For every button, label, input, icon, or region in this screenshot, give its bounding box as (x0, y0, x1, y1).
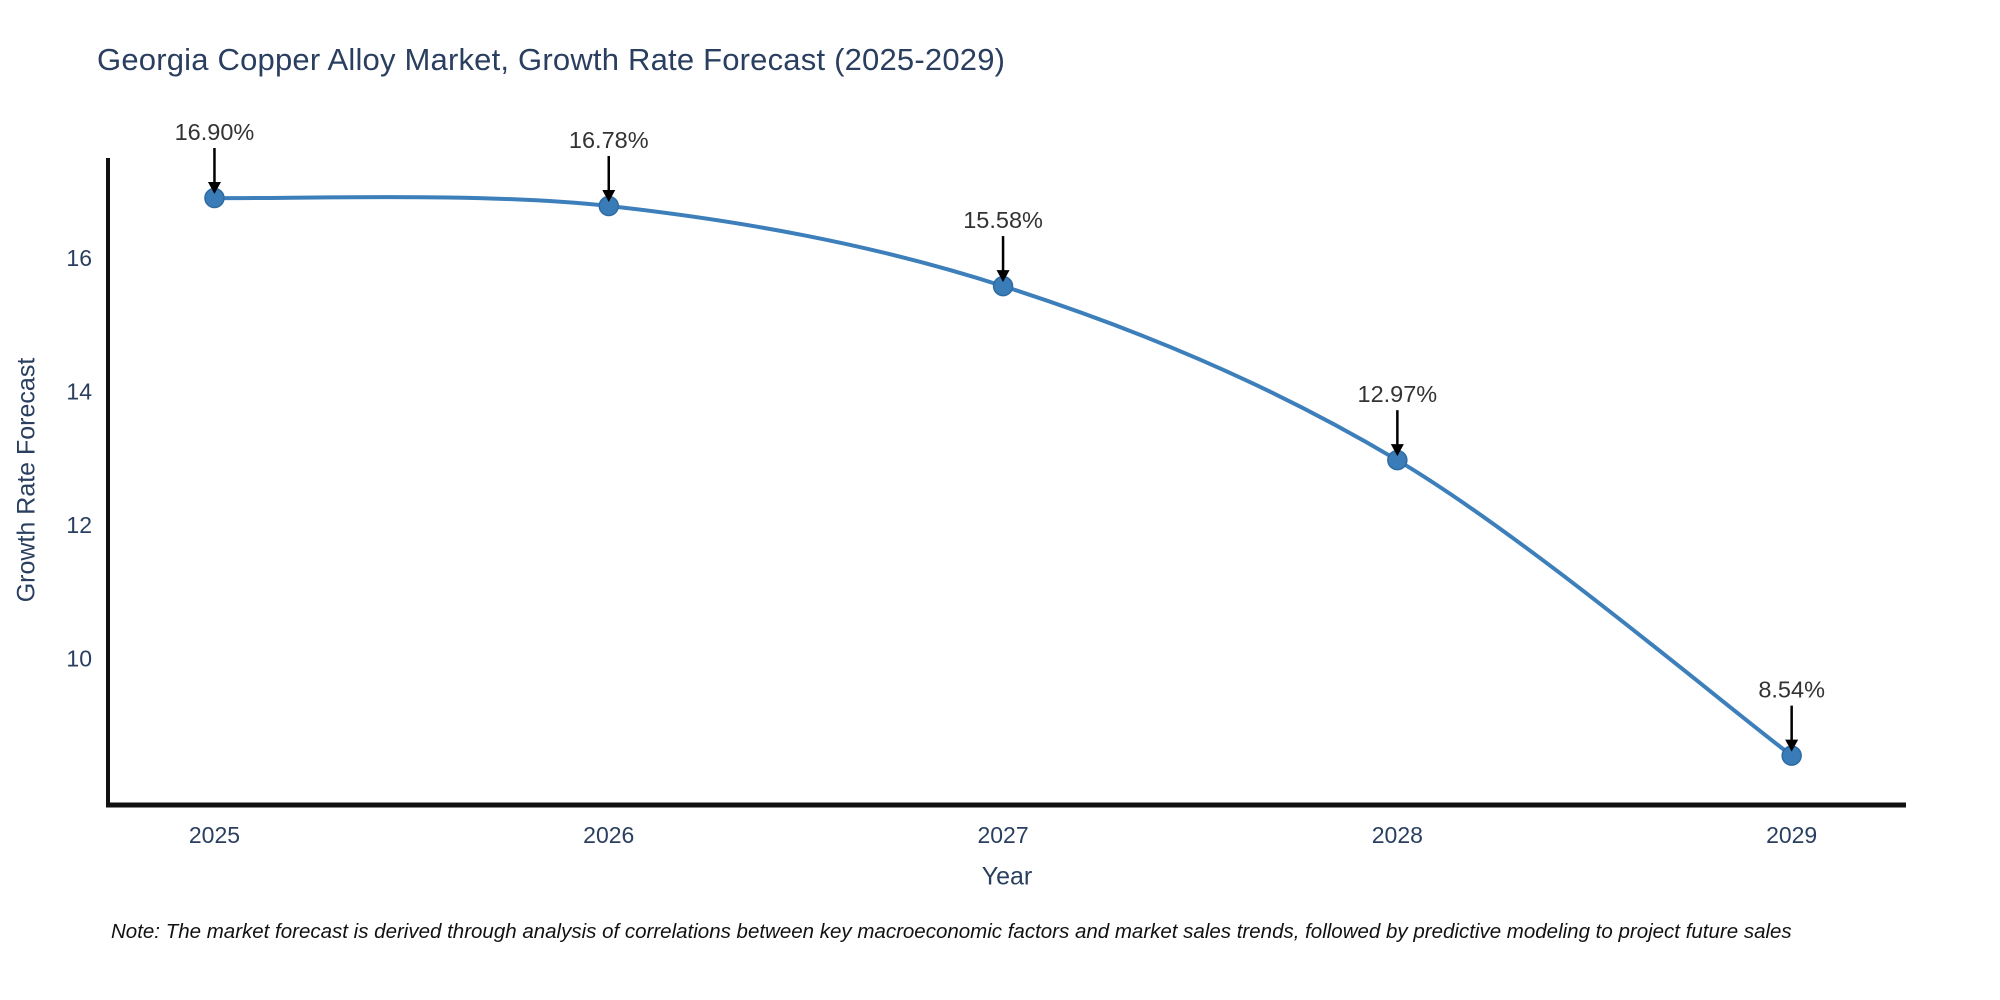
x-tick-label: 2028 (1372, 822, 1423, 848)
point-label: 16.90% (175, 119, 255, 145)
x-tick-label: 2026 (583, 822, 634, 848)
y-tick-label: 14 (66, 378, 92, 404)
y-tick-label: 12 (66, 512, 92, 538)
annotation-arrowhead (602, 190, 616, 203)
x-tick-label: 2029 (1766, 822, 1817, 848)
chart-note: Note: The market forecast is derived thr… (111, 920, 1792, 943)
point-label: 16.78% (569, 127, 649, 153)
chart-title: Georgia Copper Alloy Market, Growth Rate… (97, 42, 1006, 77)
point-label: 8.54% (1758, 677, 1825, 703)
x-tick-label: 2025 (189, 822, 240, 848)
point-label: 12.97% (1358, 381, 1438, 407)
y-axis-title: Growth Rate Forecast (12, 357, 41, 603)
point-label: 15.58% (963, 207, 1043, 233)
annotation-arrowhead (1785, 739, 1799, 752)
annotation-arrowhead (207, 182, 221, 195)
x-tick-label: 2027 (977, 822, 1028, 848)
y-tick-label: 10 (66, 645, 92, 671)
y-tick-label: 16 (66, 245, 92, 271)
annotation-arrowhead (996, 270, 1010, 283)
x-axis-title: Year (981, 862, 1033, 891)
annotation-arrowhead (1390, 444, 1404, 457)
